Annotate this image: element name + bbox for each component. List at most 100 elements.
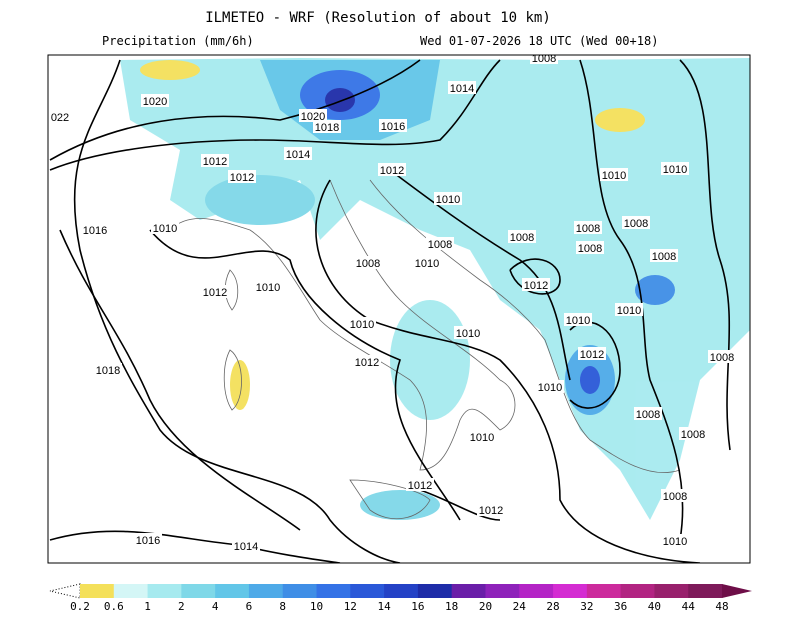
colorbar-label: 44 [682,600,696,613]
precip-core [580,366,600,394]
isobar-label: 1014 [450,83,474,95]
isobar-label: 1008 [576,223,600,235]
isobar-label: 1012 [380,165,404,177]
isobar-label-bg [151,221,179,234]
isobar-label: 1008 [428,239,452,251]
colorbar-box [248,584,284,598]
isobar-label: 1008 [710,352,734,364]
isobar-label: 1014 [286,149,310,161]
colorbar-label: 8 [279,600,286,613]
colorbar-box [688,584,723,598]
colorbar-box [553,584,588,598]
isobar-label-bg [650,249,678,262]
isobar-label-bg [254,280,282,293]
map-frame [47,54,751,564]
isobar-label-bg [379,119,407,132]
colorbar-box [519,584,554,598]
isobar-label: 1012 [203,156,227,168]
precip-core [635,275,675,305]
colorbar-label: 16 [411,600,424,613]
isobar-label: 1010 [256,282,280,294]
isobar-label-bg [477,503,505,516]
isobar-label: 1012 [580,349,604,361]
title: ILMETEO - WRF (Resolution of about 10 km… [205,10,551,26]
isobar-label-bg [468,430,496,443]
isobar-label-bg [536,380,564,393]
isobar-label-bg [600,168,628,181]
isobar-label-bg [522,278,550,291]
isobar-label: 1016 [136,535,160,547]
isobar-label-bg [228,170,256,183]
isobar-label-bg [708,350,736,363]
isobar-label: 1010 [153,223,177,235]
isobar-label: 1008 [356,258,380,270]
precip-area [230,360,250,410]
isobar-label: 1010 [456,328,480,340]
isobar-label: 1008 [624,218,648,230]
colorbar-box [215,584,250,598]
colorbar-label: 40 [648,600,661,613]
isobar-label: 1010 [436,194,460,206]
isobar-label-bg [530,55,558,64]
isobar-label: 1012 [479,505,503,517]
isobar-label-bg [508,230,536,243]
colorbar-box [181,584,216,598]
isobar-label: 1008 [636,409,660,421]
isobar-label-bg [354,256,382,269]
isobar-label-bg [284,147,312,160]
isobar-label: 1010 [602,170,626,182]
isobar-label-bg [201,154,229,167]
isobar-label-bg [448,81,476,94]
colorbar-label: 0.6 [104,600,124,613]
colorbar-box [113,584,149,598]
isobar-label-bg [661,534,689,547]
isobar-label-bg [141,94,169,107]
isobar-label: 1010 [617,305,641,317]
isobar-label: 1010 [350,319,374,331]
precip-area [360,490,440,520]
isobar-label-bg [406,478,434,491]
isobar-label: 1018 [96,365,120,377]
colorbar-box [654,584,689,598]
colorbar-under [49,583,81,599]
isobar-label-bg [378,163,406,176]
isobar-label: 1008 [510,232,534,244]
isobar-label-bg [413,256,441,269]
colorbar-label: 12 [344,600,357,613]
isobar-label: 1010 [538,382,562,394]
colorbar-label: 20 [479,600,492,613]
isobar-label-bg [634,407,662,420]
precip-area [140,60,200,80]
colorbar-label: 36 [614,600,627,613]
isobar-label-bg [48,110,74,123]
isobar-label: 1020 [143,96,167,108]
isobar-label-bg [81,223,109,236]
isobar-label-bg [353,355,381,368]
isobar-label-bg [348,317,376,330]
isobar-label: 1008 [532,53,556,65]
valid-time: Wed 01-07-2026 18 UTC (Wed 00+18) [420,34,658,48]
colorbar-box [620,584,655,598]
isobar-label-bg [679,427,707,440]
isobar-label: 1016 [381,121,405,133]
precip-core [325,88,355,112]
colorbar-box [451,584,486,598]
isobar-label: 1018 [315,122,339,134]
isobar-label-bg [578,347,606,360]
colorbar-label: 2 [178,600,185,613]
colorbar-label: 18 [445,600,458,613]
isobar-label-bg [313,120,341,133]
colorbar: 0.2 0.6 1 2 4 6 8 10 12 14 16 18 20 24 28 32 36 40 44 48 [49,583,752,613]
colorbar-label: 0.2 [70,600,90,613]
isobar-label: 1008 [681,429,705,441]
isobar-label: 022 [51,112,69,124]
isobar-label-bg [615,303,643,316]
colorbar-box [316,584,351,598]
colorbar-box [147,584,182,598]
precip-area [390,300,470,420]
isobar-label: 1012 [230,172,254,184]
isobar-label-bg [564,313,592,326]
colorbar-label: 4 [212,600,219,613]
